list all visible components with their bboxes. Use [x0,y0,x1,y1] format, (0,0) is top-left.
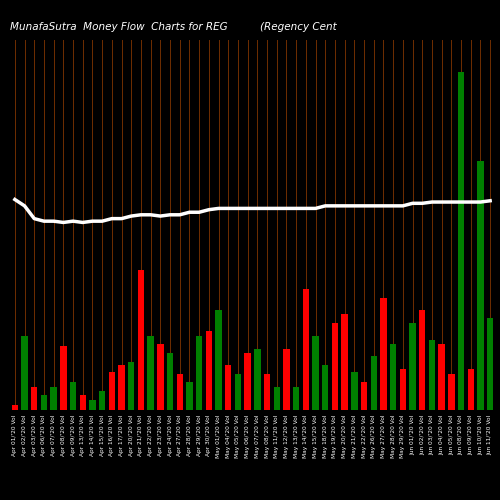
Bar [148,336,154,410]
Bar [361,382,367,410]
Bar [342,314,348,410]
Bar [284,349,290,410]
Bar [468,369,474,410]
Bar [157,344,164,410]
Bar [302,289,309,410]
Bar [70,382,76,410]
Bar [458,72,464,410]
Bar [206,331,212,410]
Bar [22,336,28,410]
Bar [225,366,232,410]
Bar [108,372,115,410]
Bar [429,340,435,410]
Bar [293,387,300,410]
Bar [90,400,96,410]
Bar [244,352,251,410]
Bar [438,344,445,410]
Bar [410,323,416,410]
Bar [478,161,484,410]
Bar [390,344,396,410]
Bar [196,336,202,410]
Bar [80,394,86,410]
Bar [176,374,183,410]
Bar [186,382,192,410]
Bar [322,366,328,410]
Bar [60,346,66,410]
Bar [118,366,124,410]
Bar [138,270,144,410]
Text: (Regency Cent: (Regency Cent [260,22,337,32]
Bar [128,362,134,410]
Bar [370,356,377,410]
Bar [332,323,338,410]
Bar [419,310,426,410]
Bar [487,318,494,410]
Bar [167,352,173,410]
Bar [50,387,57,410]
Bar [274,387,280,410]
Bar [380,298,386,410]
Bar [235,374,241,410]
Bar [99,391,105,410]
Bar [216,310,222,410]
Bar [31,387,38,410]
Bar [12,405,18,410]
Bar [312,336,318,410]
Bar [351,372,358,410]
Bar [41,394,47,410]
Bar [254,349,260,410]
Bar [264,374,270,410]
Bar [448,374,454,410]
Text: MunafaSutra  Money Flow  Charts for REG: MunafaSutra Money Flow Charts for REG [10,22,228,32]
Bar [400,369,406,410]
